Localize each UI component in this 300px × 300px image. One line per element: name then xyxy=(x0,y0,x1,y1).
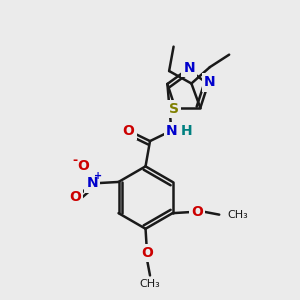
Text: N: N xyxy=(204,76,215,89)
Text: O: O xyxy=(123,124,134,138)
Text: N: N xyxy=(166,124,177,138)
Text: CH₃: CH₃ xyxy=(140,279,160,289)
Text: O: O xyxy=(141,246,153,260)
Text: N: N xyxy=(183,61,195,75)
Text: +: + xyxy=(94,171,102,181)
Text: O: O xyxy=(77,159,89,173)
Text: O: O xyxy=(191,205,203,219)
Text: -: - xyxy=(72,154,77,167)
Text: H: H xyxy=(181,124,193,138)
Text: CH₃: CH₃ xyxy=(228,210,248,220)
Text: N: N xyxy=(86,176,98,190)
Text: O: O xyxy=(70,190,81,204)
Text: S: S xyxy=(169,102,179,116)
